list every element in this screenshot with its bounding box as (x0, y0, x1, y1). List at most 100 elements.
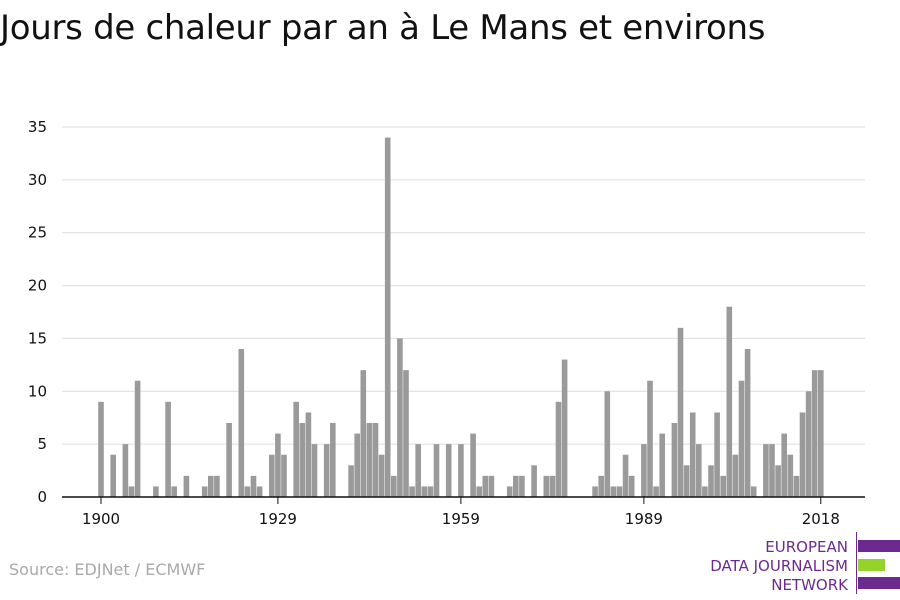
bar-1930 (281, 454, 287, 497)
bar-1923 (238, 349, 245, 497)
bar-1945 (372, 423, 379, 497)
logo-bar-bottom (858, 577, 900, 589)
bar-2013 (787, 454, 794, 497)
bar-1919 (214, 475, 220, 497)
bar-2016 (805, 391, 812, 497)
bar-1900 (98, 401, 104, 497)
bar-1985 (616, 486, 623, 497)
bar-1987 (628, 475, 635, 497)
bar-1906 (134, 380, 141, 497)
y-axis-ticks: 0 5 10 15 20 25 30 35 (28, 118, 47, 506)
bar-1971 (531, 465, 537, 497)
edjnet-logo: EUROPEAN DATA JOURNALISM NETWORK (700, 532, 900, 594)
bar-2014 (793, 475, 800, 497)
bar-2004 (732, 454, 739, 497)
bar-1929 (275, 433, 281, 497)
bar-1950 (403, 370, 409, 497)
bar-1962 (476, 486, 482, 497)
bar-1934 (305, 412, 312, 497)
bar-1944 (366, 423, 373, 497)
bar-2003 (726, 306, 733, 497)
bar-1992 (659, 433, 665, 497)
bar-2000 (708, 465, 714, 497)
logo-divider (856, 532, 857, 594)
bar-series (98, 137, 824, 497)
bar-1953 (421, 486, 428, 497)
bar-1917 (201, 486, 208, 497)
bar-1996 (683, 465, 690, 497)
bar-1952 (415, 444, 421, 497)
x-axis-ticks: 1900 1929 1959 1989 2018 (82, 497, 840, 528)
chart-title: Jours de chaleur par an à Le Mans et env… (0, 8, 766, 48)
bar-1989 (641, 444, 647, 497)
source-note: Source: EDJNet / ECMWF (9, 560, 206, 579)
y-tick-label: 15 (28, 329, 47, 347)
y-tick-label: 35 (28, 118, 47, 136)
bar-2012 (781, 433, 787, 497)
bar-1959 (458, 444, 464, 497)
bar-1995 (677, 327, 684, 497)
bar-1902 (110, 454, 116, 497)
bar-2006 (744, 349, 751, 497)
bar-2017 (811, 370, 818, 497)
x-tick-label: 1959 (442, 510, 480, 528)
y-tick-label: 10 (28, 382, 47, 400)
logo-text-line-1: EUROPEAN (765, 538, 848, 556)
bar-1998 (696, 444, 702, 497)
bar-2002 (720, 475, 726, 497)
bar-1909 (153, 486, 159, 497)
bar-1986 (622, 454, 629, 497)
bar-1974 (549, 475, 556, 497)
bar-2001 (714, 412, 720, 497)
logo-bar-top (858, 540, 900, 552)
bar-1937 (323, 444, 330, 497)
bar-1932 (293, 401, 299, 497)
y-tick-label: 0 (37, 488, 47, 506)
gridlines (62, 126, 865, 445)
logo-text-line-2: DATA JOURNALISM (710, 557, 848, 575)
bar-2007 (750, 486, 757, 497)
bar-1973 (543, 475, 550, 497)
bar-1982 (598, 475, 604, 497)
bar-1991 (653, 486, 659, 497)
bar-1912 (171, 486, 177, 497)
bar-1969 (519, 475, 525, 497)
y-tick-label: 5 (37, 435, 47, 453)
bar-1933 (299, 423, 306, 497)
bar-1946 (378, 454, 385, 497)
bar-2010 (769, 444, 775, 497)
y-tick-label: 30 (28, 171, 47, 189)
x-tick-label: 1900 (82, 510, 120, 528)
bar-1968 (513, 475, 519, 497)
bar-1964 (488, 475, 495, 497)
bar-1905 (128, 486, 135, 497)
bar-2011 (775, 465, 781, 497)
bar-2015 (799, 412, 806, 497)
logo-bar-middle (858, 559, 885, 571)
bar-1957 (445, 444, 452, 497)
bar-1990 (647, 380, 653, 497)
bar-1984 (610, 486, 617, 497)
bar-1948 (391, 475, 397, 497)
bar-1941 (348, 465, 354, 497)
y-tick-label: 25 (28, 224, 47, 242)
bar-1947 (384, 137, 391, 497)
bar-1951 (409, 486, 415, 497)
bar-1963 (482, 475, 489, 497)
bar-1924 (244, 486, 251, 497)
bar-1983 (604, 391, 611, 497)
bar-1954 (427, 486, 434, 497)
bar-1928 (269, 454, 275, 497)
bar-1911 (165, 401, 171, 497)
bar-1918 (208, 475, 214, 497)
bar-1935 (311, 444, 318, 497)
y-tick-label: 20 (28, 277, 47, 295)
bar-2009 (763, 444, 769, 497)
bar-1997 (689, 412, 696, 497)
bar-2005 (738, 380, 745, 497)
x-tick-label: 2018 (802, 510, 840, 528)
bar-1949 (397, 338, 403, 497)
bar-2018 (818, 370, 824, 497)
bar-1955 (433, 444, 440, 497)
